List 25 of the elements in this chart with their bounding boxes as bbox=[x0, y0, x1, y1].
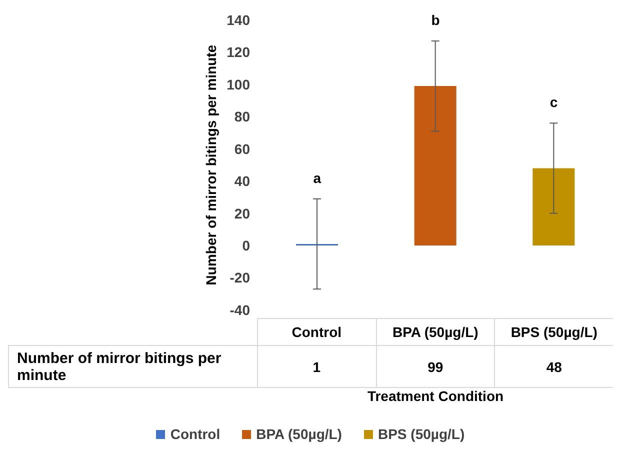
y-axis-title: Number of mirror bitings per minute bbox=[203, 44, 219, 286]
annotation: a bbox=[313, 170, 322, 186]
y-tick-label: 0 bbox=[242, 238, 250, 254]
x-tick-label: BPS (50µg/L) bbox=[494, 318, 614, 346]
y-tick-label: 100 bbox=[226, 76, 250, 92]
data-label: 99 bbox=[376, 346, 494, 388]
data-label: 48 bbox=[494, 346, 613, 388]
x-tick-label: Control bbox=[256, 318, 376, 346]
y-tick-label: 120 bbox=[226, 44, 250, 60]
category-label: BPS (50µg/L) bbox=[378, 426, 465, 442]
category-label: Control bbox=[170, 426, 220, 442]
y-tick-label: 20 bbox=[234, 205, 250, 222]
y-tick-label: 40 bbox=[234, 173, 250, 190]
y-tick-label: 60 bbox=[234, 140, 250, 157]
annotation: b bbox=[431, 12, 440, 28]
category-label: BPA (50µg/L) bbox=[256, 426, 342, 442]
x-axis-title: Treatment Condition bbox=[366, 388, 505, 404]
y-tick-label: -40 bbox=[230, 302, 250, 318]
y-tick-label: 80 bbox=[234, 108, 250, 125]
y-tick-label: -20 bbox=[230, 270, 250, 286]
y-tick-label: 140 bbox=[226, 12, 250, 28]
annotation: c bbox=[550, 94, 558, 110]
text: Number of mirror bitings per minute bbox=[8, 346, 257, 388]
data-label: 1 bbox=[256, 346, 376, 388]
x-tick-label: BPA (50µg/L) bbox=[376, 318, 494, 346]
